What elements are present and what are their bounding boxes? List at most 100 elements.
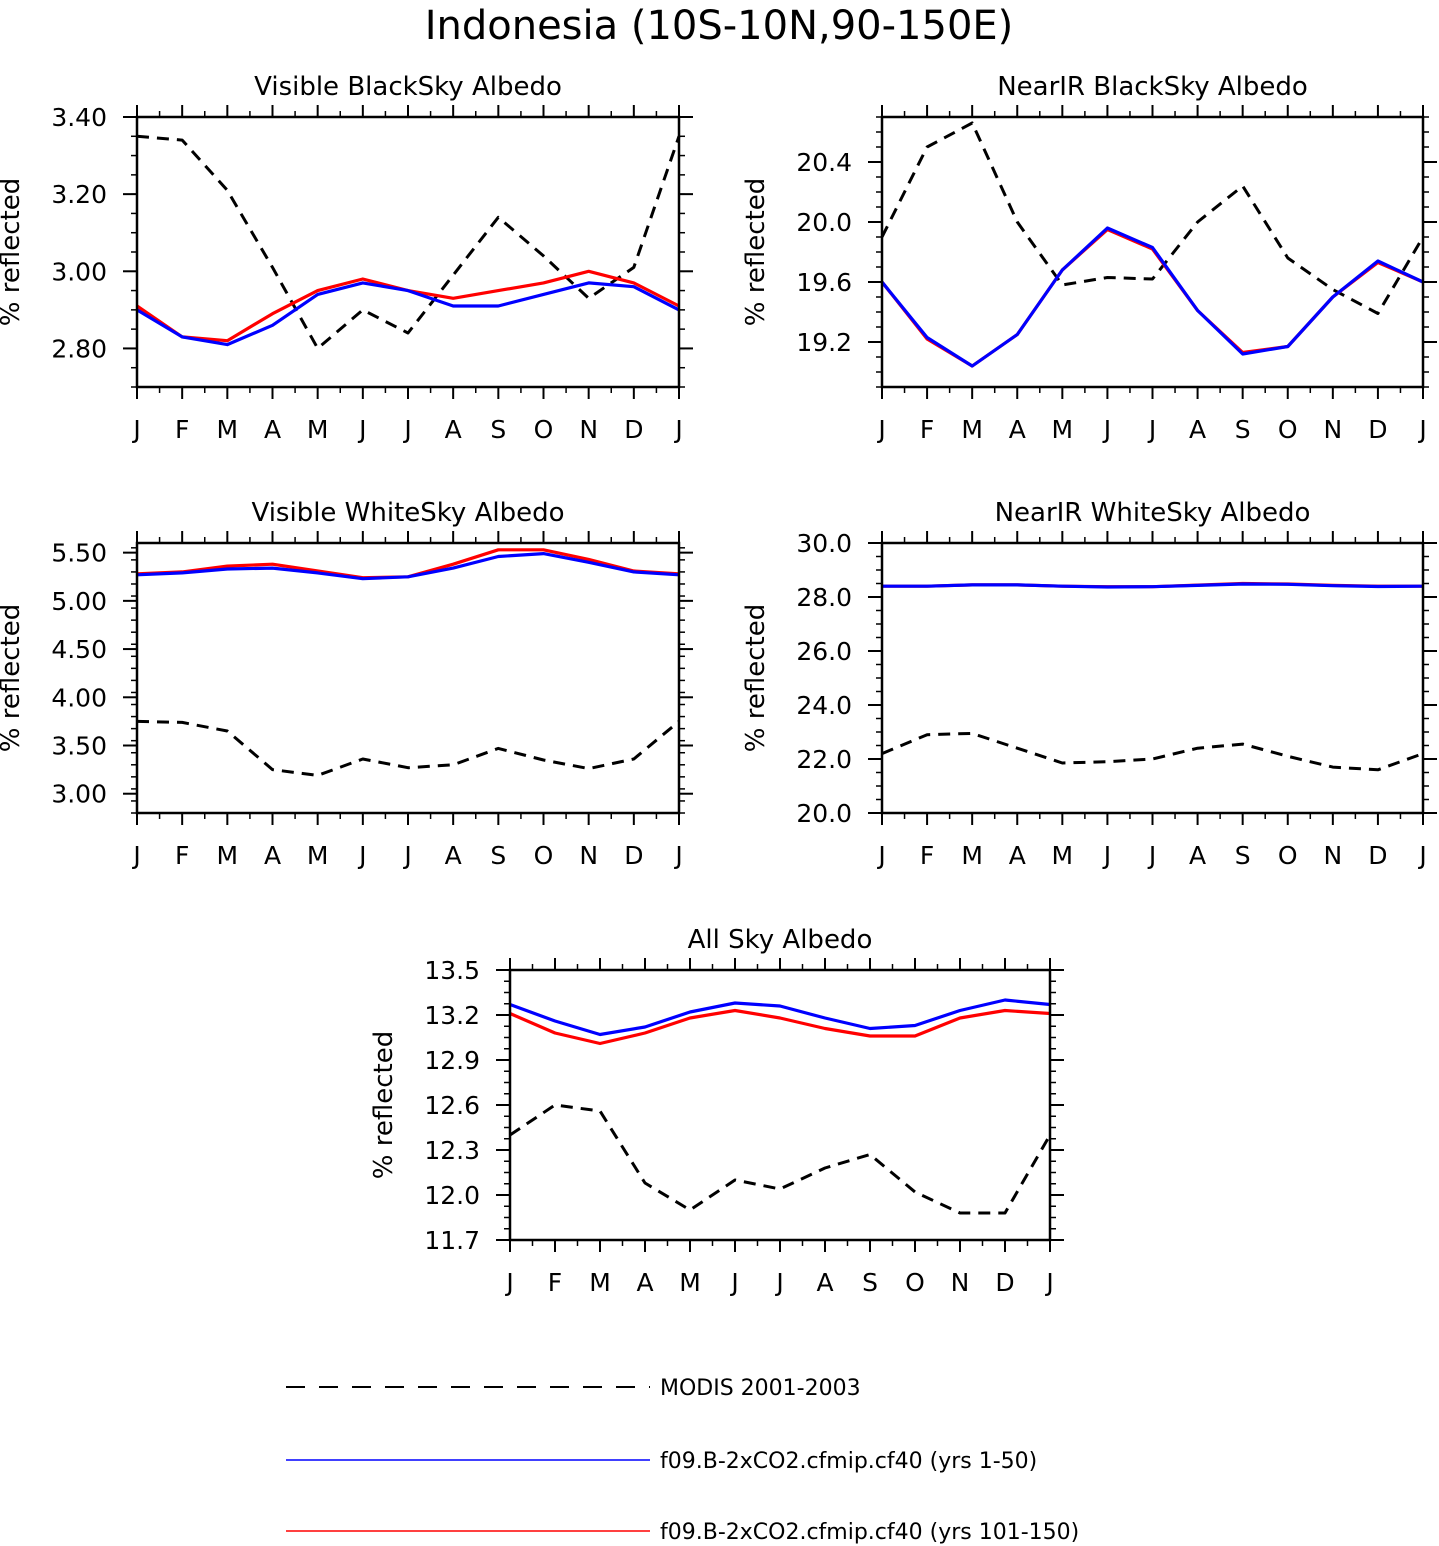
y-tick-label: 12.9 (424, 1046, 480, 1075)
y-tick-label: 12.0 (424, 1181, 480, 1210)
x-tick-label: J (1417, 841, 1426, 870)
x-tick-label: A (636, 1268, 653, 1297)
x-tick-label: S (1235, 841, 1251, 870)
series-line-3 (136, 551, 680, 581)
y-axis-label: % reflected (0, 604, 26, 752)
y-tick-label: 20.0 (796, 799, 852, 828)
x-tick-label: N (951, 1268, 970, 1297)
y-tick-label: 28.0 (796, 583, 852, 612)
x-tick-label: J (673, 841, 682, 870)
panel-title: NearIR WhiteSky Albedo (995, 498, 1311, 528)
x-tick-label: J (1147, 415, 1156, 444)
x-tick-label: J (357, 841, 366, 870)
x-tick-label: A (1009, 841, 1026, 870)
x-tick-label: J (673, 415, 682, 444)
y-tick-label: 13.5 (424, 956, 480, 985)
series-line-2 (509, 1008, 1051, 1046)
y-tick-label: 13.2 (424, 1001, 480, 1030)
x-tick-label: J (402, 415, 411, 444)
series-line-3 (882, 582, 1424, 589)
x-tick-label: M (307, 841, 329, 870)
series-line-3 (136, 281, 680, 347)
x-tick-label: S (862, 1268, 878, 1297)
series-line-1 (880, 121, 1425, 315)
x-tick-label: N (1323, 415, 1342, 444)
x-tick-label: M (307, 415, 329, 444)
x-tick-label: A (1009, 415, 1026, 444)
y-tick-label: 11.7 (424, 1226, 480, 1255)
x-tick-label: A (264, 841, 281, 870)
series-line-3 (509, 998, 1051, 1037)
x-tick-label: F (175, 415, 189, 444)
x-tick-label: J (1102, 841, 1111, 870)
x-tick-label: N (579, 415, 598, 444)
x-tick-label: O (1278, 841, 1298, 870)
x-tick-label: J (876, 415, 885, 444)
legend-item-1: MODIS 2001-2003 (286, 1376, 861, 1401)
x-tick-label: A (264, 415, 281, 444)
series-line-3 (880, 226, 1424, 368)
y-axis-label: % reflected (741, 604, 771, 752)
x-tick-label: A (816, 1268, 833, 1297)
x-tick-label: J (1102, 415, 1111, 444)
plot-frame (508, 968, 1052, 1242)
x-tick-label: N (579, 841, 598, 870)
legend-label: f09.B-2xCO2.cfmip.cf40 (yrs 101-150) (660, 1520, 1079, 1545)
y-tick-label: 19.6 (796, 268, 852, 297)
x-tick-label: N (1323, 841, 1342, 870)
y-tick-label: 3.40 (51, 103, 107, 132)
x-tick-label: M (217, 415, 239, 444)
series-line-1 (136, 719, 680, 777)
legend-item-3: f09.B-2xCO2.cfmip.cf40 (yrs 101-150) (286, 1520, 1079, 1545)
x-tick-label: M (961, 841, 983, 870)
series-line-1 (136, 134, 681, 350)
x-tick-label: O (905, 1268, 925, 1297)
y-tick-label: 30.0 (796, 529, 852, 558)
y-tick-label: 5.50 (51, 539, 107, 568)
y-tick-label: 4.50 (51, 635, 107, 664)
legend-label: MODIS 2001-2003 (660, 1376, 861, 1401)
x-tick-label: S (490, 415, 506, 444)
y-axis-label: % reflected (741, 178, 771, 326)
x-tick-label: M (961, 415, 983, 444)
x-tick-label: M (679, 1268, 701, 1297)
x-tick-label: J (131, 415, 140, 444)
x-tick-label: F (920, 841, 934, 870)
series-line-2 (136, 269, 680, 343)
x-tick-label: D (1368, 841, 1387, 870)
plot-frame (880, 541, 1425, 815)
y-axis-label: % reflected (369, 1031, 399, 1179)
x-tick-label: A (445, 415, 462, 444)
x-tick-label: J (1147, 841, 1156, 870)
series-line-1 (881, 731, 1424, 772)
y-tick-label: 20.0 (796, 208, 852, 237)
x-tick-label: D (1368, 415, 1387, 444)
x-tick-label: F (920, 415, 934, 444)
y-tick-label: 3.20 (51, 180, 107, 209)
plot-frame (135, 541, 681, 815)
x-tick-label: F (175, 841, 189, 870)
x-tick-label: A (445, 841, 462, 870)
y-tick-label: 4.00 (51, 683, 107, 712)
x-tick-label: M (217, 841, 239, 870)
x-tick-label: J (357, 415, 366, 444)
y-tick-label: 24.0 (796, 691, 852, 720)
x-tick-label: J (504, 1268, 513, 1297)
x-tick-label: D (624, 841, 643, 870)
x-tick-label: D (624, 415, 643, 444)
x-tick-label: O (534, 415, 554, 444)
panel-title: All Sky Albedo (688, 925, 873, 955)
figure-title: Indonesia (10S-10N,90-150E) (425, 3, 1014, 49)
plot-frame (135, 115, 681, 389)
y-tick-label: 22.0 (796, 745, 852, 774)
panel-1: Visible BlackSky Albedo% reflectedJFMAMJ… (0, 72, 693, 444)
x-tick-label: J (774, 1268, 783, 1297)
x-tick-label: A (1189, 841, 1206, 870)
x-tick-label: O (1278, 415, 1298, 444)
y-tick-label: 3.00 (51, 257, 107, 286)
x-tick-label: J (131, 841, 140, 870)
